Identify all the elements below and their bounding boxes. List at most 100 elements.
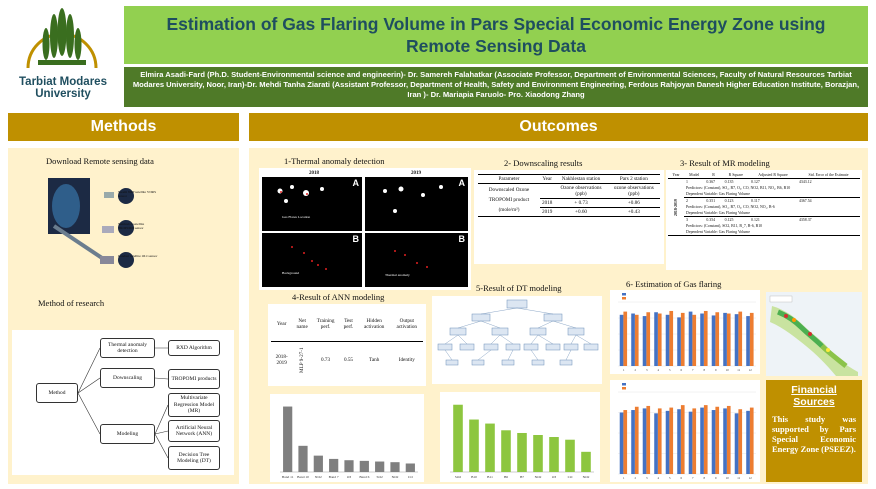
estimation-1-tick-label: 12 <box>749 368 753 372</box>
estimation-2-bar <box>723 408 727 474</box>
mr-r1-adj: 0.127 <box>751 180 760 184</box>
estimation-2-bar <box>703 405 708 474</box>
estimation-2-bar <box>680 405 685 474</box>
ann-output: Identity <box>398 357 415 364</box>
estimation-1-bar <box>665 314 670 366</box>
mr-r3-r: 0.354 <box>706 218 716 222</box>
ds-row1-pars2: +0.86 <box>627 200 640 206</box>
estimation-1-bar <box>619 314 624 366</box>
ann-importance-tick-label: NO2 <box>315 475 322 479</box>
mr-r1-se: 4343.12 <box>798 180 812 184</box>
thermal-map-2019-a: A <box>365 177 468 231</box>
mr-caption: 3- Result of MR modeling <box>680 158 770 168</box>
dt-importance-tick-label: B10 <box>471 475 477 479</box>
ds-h-parameter: Parameter <box>498 176 520 182</box>
mr-r2-model: 2 <box>686 199 688 203</box>
estimation-2-bar <box>692 408 697 474</box>
estimation-2-tick-label: 9 <box>715 476 717 480</box>
estimation-2-bar <box>657 408 662 474</box>
ds-h-pars2: Pars 2 station <box>619 176 648 182</box>
estimation-2-tick-label: 12 <box>749 476 753 480</box>
thermal-label-a1: A <box>352 178 360 188</box>
logo-text-line2: University <box>35 88 91 100</box>
estimation-chart-2: 1 2 3 4 5 6 7 8 9 10 11 12 <box>610 380 760 482</box>
poster-title: Estimation of Gas Flaring Volume in Pars… <box>124 6 868 64</box>
estimation-1-tick-label: 10 <box>726 368 730 372</box>
ann-importance-tick-label: Band 10 <box>297 475 309 479</box>
estimation-2-bar <box>654 413 658 474</box>
financial-sources: Financial Sources This study was support… <box>766 380 862 482</box>
mr-h-model: Model <box>689 173 700 177</box>
estimation-1-bar <box>680 312 685 366</box>
mr-h-r2: R Square <box>728 173 744 177</box>
dt-importance-tick-label: CO <box>568 475 573 479</box>
estimation-1-bar <box>723 312 727 366</box>
ann-table: Year Net name Training perf. Test perf. … <box>271 307 423 379</box>
dt-importance-tick-label: O3 <box>552 475 557 479</box>
dt-importance-tick-label: SO2 <box>455 475 461 479</box>
ann-h-test: Test perf. <box>343 317 354 330</box>
estimation-2-tick-label: 10 <box>726 476 730 480</box>
estimation-1-bar <box>711 315 716 366</box>
estimation-2-bar <box>715 406 720 474</box>
estimation-2-bar <box>631 410 635 474</box>
dt-importance-bar <box>469 419 479 472</box>
estimation-2-tick-label: 7 <box>692 476 694 480</box>
estimation-2-tick-label: 5 <box>669 476 671 480</box>
ds-sub-nakhlestan: Ozone observations (ppb) <box>560 185 602 197</box>
thermal-legend-2: Background <box>282 271 300 275</box>
mr-r1-r2: 0.135 <box>724 180 734 184</box>
estimation-caption: 6- Estimation of Gas flaring <box>626 279 722 289</box>
ann-importance-tick-label: Band 7 <box>329 475 339 479</box>
mr-r3-model: 3 <box>686 218 688 222</box>
estimation-1-tick-label: 5 <box>669 368 671 372</box>
ann-importance-bar <box>390 462 400 472</box>
estimation-2-tick-label: 11 <box>737 476 740 480</box>
ann-train: 0.73 <box>321 357 331 364</box>
estimation-1-bar <box>688 311 693 366</box>
dt-importance-chart: SO2 B10 B11 B6 B7 NO2 O3 CO NO2 <box>440 392 600 482</box>
estimation-2-bar <box>738 409 743 474</box>
mr-year: 2018-2019 <box>674 198 679 216</box>
mr-r3-r2: 0.125 <box>724 218 734 222</box>
dt-importance-bar <box>565 439 575 472</box>
ds-row2-nakhlestan: +0.60 <box>575 209 588 215</box>
ann-h-year: Year <box>276 320 287 327</box>
methods-panel: Download Remote sensing data Suomi NPP s… <box>8 148 239 484</box>
estimation-1-tick-label: 4 <box>658 368 660 372</box>
thermal-year-2018: 2018 <box>309 171 319 176</box>
mr-h-r: R <box>712 173 715 177</box>
estimation-1-bar <box>726 313 731 366</box>
method-diagram: Method Thermal anomaly detection Downsca… <box>12 330 234 475</box>
mr-r1-model: 1 <box>686 180 688 184</box>
mr-r2-adj: 0.117 <box>751 199 760 203</box>
estimation-1-tick-label: 7 <box>692 368 694 372</box>
estimation-2-bar <box>700 407 704 474</box>
estimation-1-bar <box>738 311 743 366</box>
dt-importance-bar <box>549 437 559 472</box>
estimation-1-tick-label: 3 <box>646 368 648 372</box>
node-method: Method <box>36 383 78 403</box>
ann-h-output: Output activation <box>396 317 418 330</box>
dt-importance-tick-label: NO2 <box>535 475 542 479</box>
estimation-1-bar <box>677 317 681 366</box>
estimation-2-bar <box>711 410 716 474</box>
thermal-label-b1: B <box>352 234 360 244</box>
financial-title: Financial Sources <box>791 384 837 408</box>
estimation-2-tick-label: 3 <box>646 476 648 480</box>
node-dt: Decision Tree Modeling (DT) <box>168 446 220 470</box>
estimation-1-tick-label: 9 <box>715 368 717 372</box>
mr-r3-adj: 0.121 <box>751 218 760 222</box>
downscaling-table: Parameter Year Nakhlestan station Pars 2… <box>478 174 660 217</box>
estimation-1-tick-label: 11 <box>737 368 740 372</box>
ann-year: 2018-2019 <box>275 354 288 367</box>
ann-importance-bar <box>359 460 369 472</box>
node-tropomi: TROPOMI products <box>168 369 220 389</box>
estimation-1-bar <box>654 312 658 366</box>
thermal-maps: 2018 2019 A Gas Flares Location A B Back… <box>259 168 471 290</box>
thermal-legend-1: Gas Flares Location <box>282 215 311 219</box>
dt-importance-bar <box>485 423 495 472</box>
dt-importance-tick-label: B7 <box>520 475 524 479</box>
estimation-2-bar <box>677 409 681 474</box>
ds-row2-year: 2019 <box>542 209 553 215</box>
